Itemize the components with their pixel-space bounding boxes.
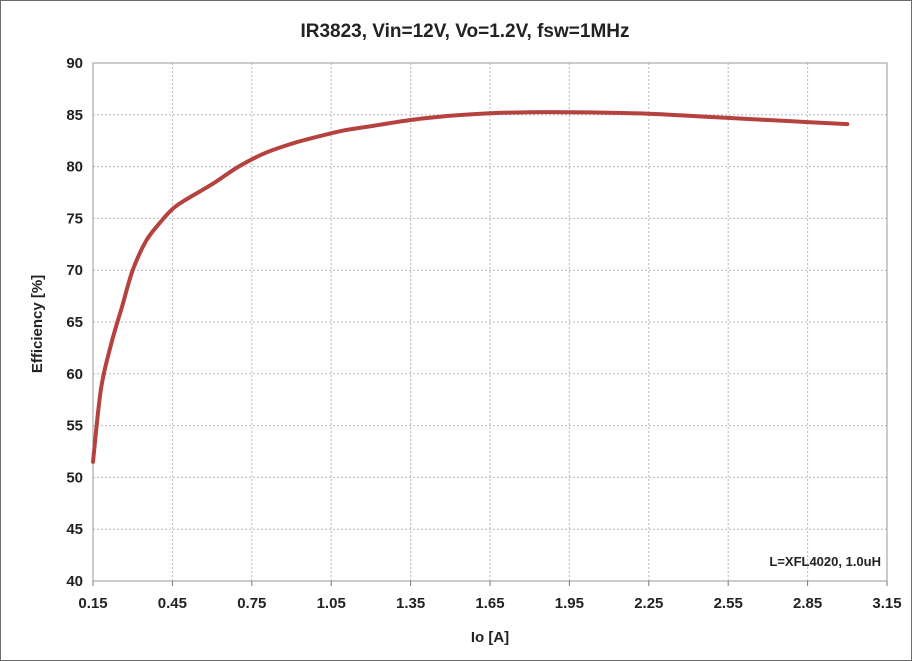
efficiency-curve [91, 110, 850, 464]
y-axis-ticks: 40 45 50 55 60 65 70 75 80 85 90 [66, 55, 83, 590]
x-tick-label: 3.15 [872, 595, 901, 612]
inductor-annotation: L=XFL4020, 1.0uH [769, 554, 881, 569]
grid [92, 62, 888, 582]
x-tick-label: 1.05 [317, 595, 346, 612]
y-tick-label: 40 [66, 573, 83, 590]
y-tick-label: 85 [66, 107, 83, 124]
x-tick-label: 1.65 [475, 595, 504, 612]
y-tick-label: 90 [66, 55, 83, 72]
x-tick-label: 2.25 [634, 595, 663, 612]
x-tick-label: 1.35 [396, 595, 425, 612]
y-tick-label: 55 [66, 418, 83, 435]
x-axis-label: Io [A] [471, 629, 509, 646]
x-tick-label: 0.15 [78, 595, 107, 612]
y-tick-label: 60 [66, 366, 83, 383]
x-tick-label: 2.55 [714, 595, 743, 612]
y-tick-label: 75 [66, 210, 83, 227]
x-tick-label: 0.45 [158, 595, 187, 612]
y-tick-label: 70 [66, 262, 83, 279]
x-tick-label: 0.75 [237, 595, 266, 612]
x-tick-label: 1.95 [555, 595, 584, 612]
y-axis-label: Efficiency [%] [29, 275, 46, 373]
y-tick-label: 80 [66, 159, 83, 176]
y-tick-label: 45 [66, 521, 83, 538]
chart-title: IR3823, Vin=12V, Vo=1.2V, fsw=1MHz [300, 21, 629, 42]
x-tick-label: 2.85 [793, 595, 822, 612]
y-tick-label: 65 [66, 314, 83, 331]
series-group [91, 110, 850, 464]
y-tick-label: 50 [66, 469, 83, 486]
x-axis-ticks: 0.15 0.45 0.75 1.05 1.35 1.65 1.95 2.25 2.55 2.85… [78, 581, 902, 612]
